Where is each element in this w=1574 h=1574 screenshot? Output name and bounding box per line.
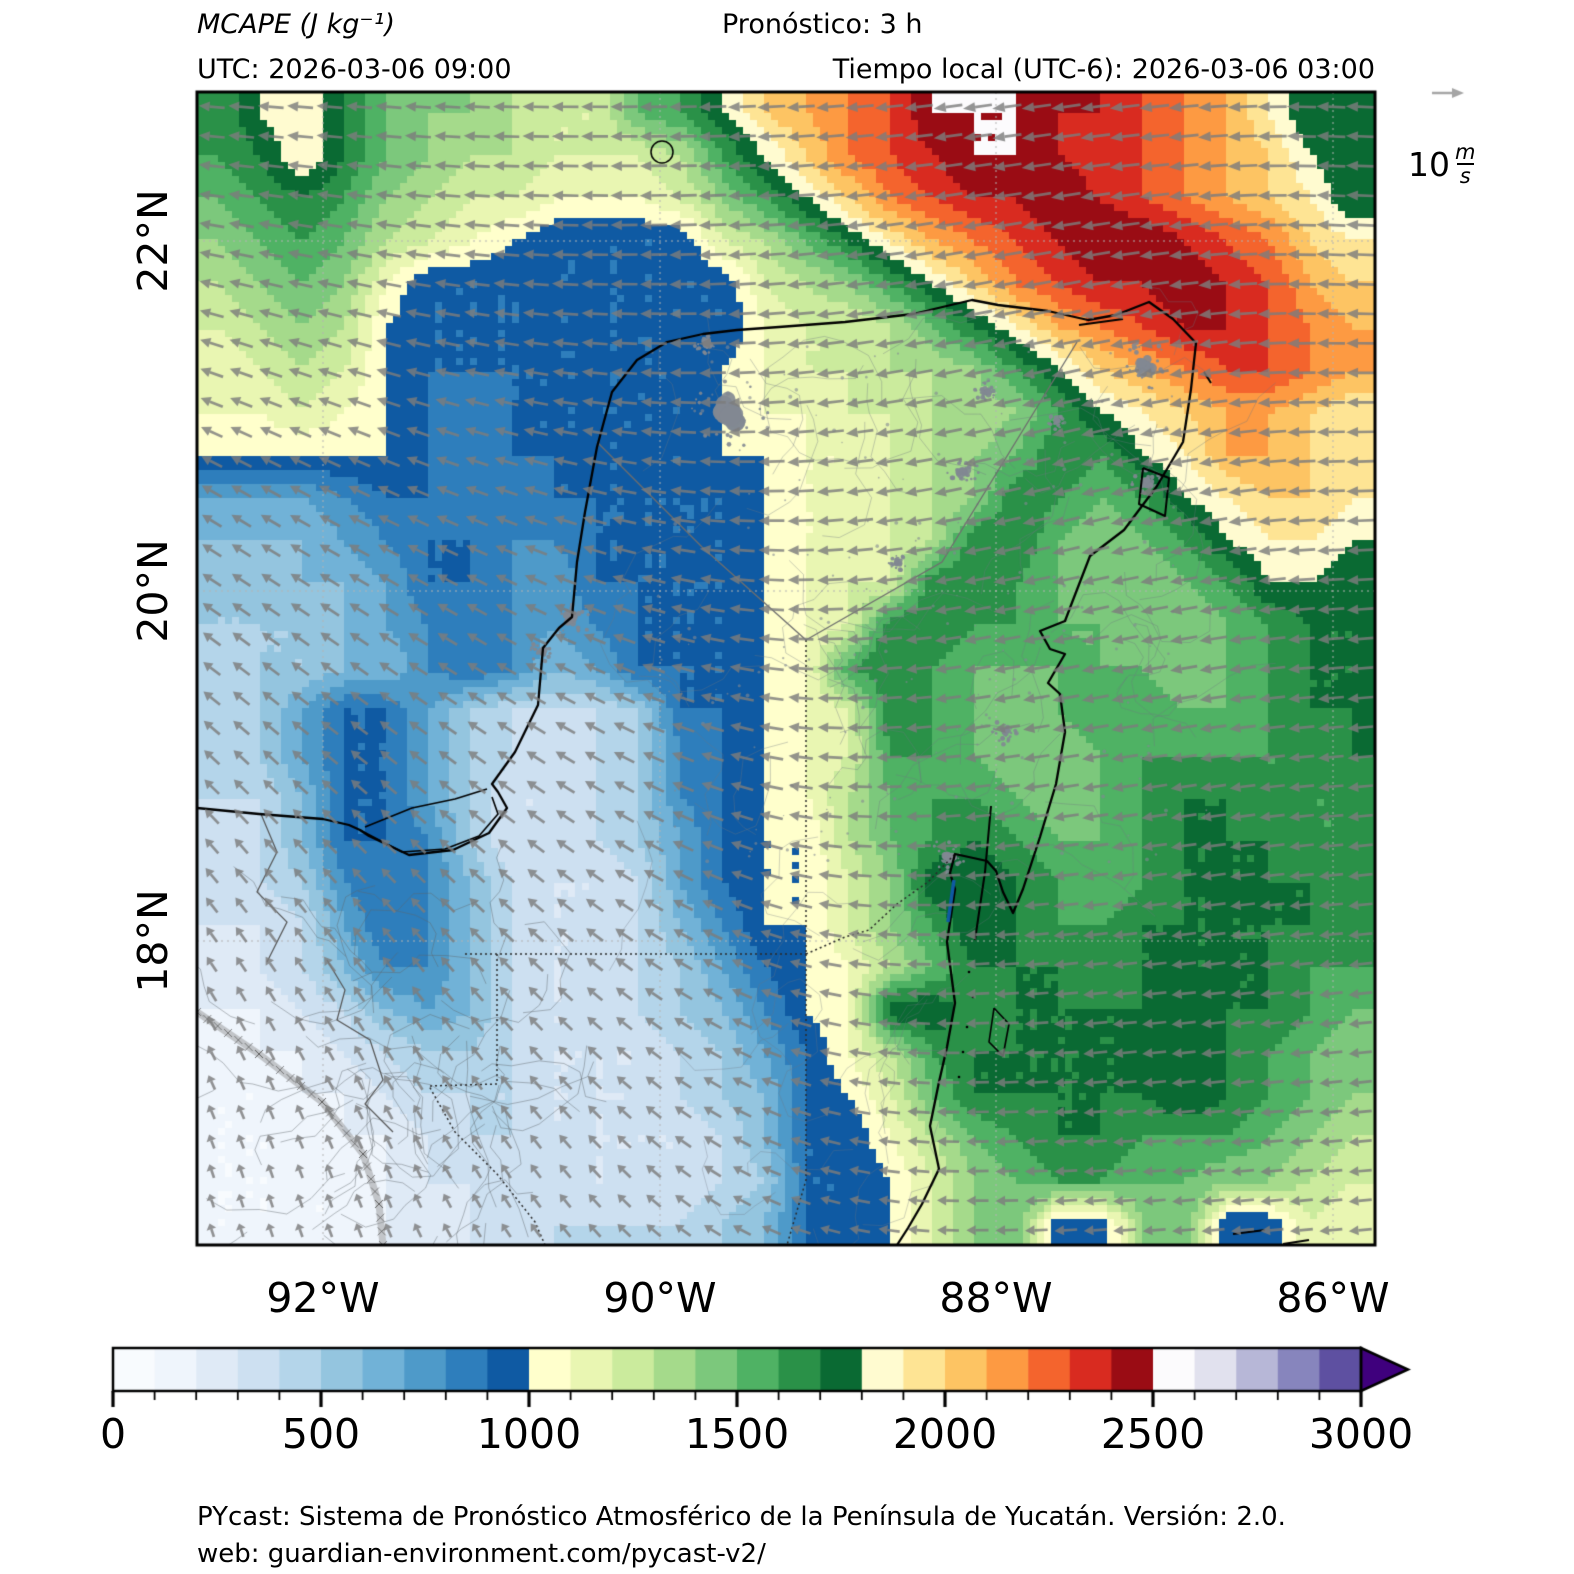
colorbar-label-3000: 3000 xyxy=(1308,1410,1414,1458)
wind-ref-units: m s xyxy=(1452,141,1478,187)
footer-url: web: guardian-environment.com/pycast-v2/ xyxy=(197,1539,766,1569)
wind-ref-unit-numerator: m xyxy=(1455,140,1476,164)
x-axis-label-92w: 92°W xyxy=(266,1274,380,1322)
y-axis-label-22n: 22°N xyxy=(129,189,177,293)
x-axis-label-90w: 90°W xyxy=(603,1274,717,1322)
local-timestamp: Tiempo local (UTC-6): 2026-03-06 03:00 xyxy=(832,54,1375,85)
wind-ref-value: 10 xyxy=(1408,144,1450,184)
utc-timestamp: UTC: 2026-03-06 09:00 xyxy=(197,54,512,85)
colorbar-label-0: 0 xyxy=(99,1410,127,1458)
y-axis-label-20n: 20°N xyxy=(129,539,177,643)
y-axis-label-18n: 18°N xyxy=(129,889,177,993)
variable-title: MCAPE (J kg⁻¹) xyxy=(197,9,396,40)
wind-ref-unit-denominator: s xyxy=(1456,163,1474,187)
wind-reference-legend: 10 m s xyxy=(1408,141,1478,187)
colorbar-label-500: 500 xyxy=(281,1410,361,1458)
colorbar-label-1500: 1500 xyxy=(684,1410,790,1458)
colorbar-label-1000: 1000 xyxy=(476,1410,582,1458)
x-axis-label-88w: 88°W xyxy=(939,1274,1053,1322)
footer-credit: PYcast: Sistema de Pronóstico Atmosféric… xyxy=(197,1502,1286,1532)
x-axis-label-86w: 86°W xyxy=(1276,1274,1390,1322)
forecast-lead-label: Pronóstico: 3 h xyxy=(722,9,923,40)
colorbar-label-2000: 2000 xyxy=(892,1410,998,1458)
colorbar-label-2500: 2500 xyxy=(1100,1410,1206,1458)
